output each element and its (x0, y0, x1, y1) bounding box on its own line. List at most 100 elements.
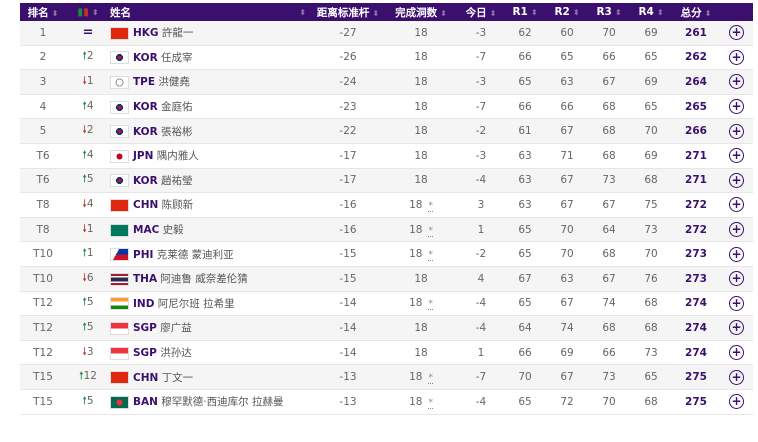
player-cell[interactable]: HKG 許龍一 (110, 21, 312, 46)
player-name[interactable]: 張裕彬 (161, 125, 193, 138)
move-value: 4 (86, 197, 94, 210)
expand-plus-icon[interactable]: + (729, 246, 744, 262)
expand-plus-icon[interactable]: + (729, 320, 744, 336)
expand-plus-icon[interactable]: + (729, 25, 744, 41)
header-expand (720, 3, 753, 21)
sort-r2[interactable]: R2 ⬍ (546, 3, 588, 21)
table-row[interactable]: T12 🠕5 SGP 廖广益 -14 18 -4 64 74 68 68 274… (20, 315, 753, 341)
expand-plus-icon[interactable]: + (729, 394, 744, 410)
table-row[interactable]: T12 🠗3 SGP 洪孙达 -14 18 1 66 69 66 73 274 … (20, 340, 753, 366)
player-name[interactable]: 許龍一 (161, 27, 194, 40)
table-row[interactable]: T6 🠕5 KOR 趙祐瑩 -17 18 -4 63 67 73 68 271 … (20, 168, 753, 194)
player-name[interactable]: 阿迪鲁 威奈差伦猜 (160, 273, 248, 286)
player-name[interactable]: 克莱德 蒙迪利亚 (156, 248, 234, 261)
r2: 67 (546, 118, 588, 144)
header-rank: 排名 (27, 6, 49, 19)
table-row[interactable]: 5 🠗2 KOR 張裕彬 -22 18 -2 61 67 68 70 266 + (20, 118, 753, 144)
player-cell[interactable]: PHI 克莱德 蒙迪利亚 (110, 241, 312, 267)
expand-plus-icon[interactable]: + (729, 271, 744, 287)
kor-flag-icon (110, 174, 129, 188)
player-name[interactable]: 洪健堯 (158, 76, 190, 89)
player-name[interactable]: 任成宰 (161, 51, 193, 64)
player-name[interactable]: 阿尼尔班 拉希里 (157, 297, 235, 310)
r1: 64 (504, 315, 546, 341)
expand-plus-icon[interactable]: + (729, 123, 744, 139)
sort-today[interactable]: 今日 ⬍ (458, 3, 504, 21)
r4: 68 (630, 389, 672, 415)
expand-plus-icon[interactable]: + (729, 345, 744, 361)
chn-flag-icon (110, 371, 129, 385)
player-name[interactable]: 穆罕默德·西迪库尔 拉赫曼 (161, 396, 284, 409)
header-r4: R4 (638, 6, 654, 18)
sort-r1[interactable]: R1 ⬍ (504, 3, 546, 21)
player-cell[interactable]: TPE 洪健堯 (110, 69, 312, 95)
sort-move[interactable]: ▮▮ ⬍ (66, 3, 110, 21)
rank: T12 (20, 291, 66, 317)
player-cell[interactable]: SGP 洪孙达 (110, 340, 312, 366)
country-code: SGP (133, 322, 157, 335)
to-par: -15 (312, 241, 384, 267)
expand-plus-icon[interactable]: + (729, 295, 744, 311)
table-row[interactable]: T15 🠕5 BAN 穆罕默德·西迪库尔 拉赫曼 -13 18 * -4 65 7… (20, 389, 753, 415)
table-row[interactable]: T8 🠗1 MAC 史毅 -16 18 * 1 65 70 64 73 272 + (20, 217, 753, 243)
expand-plus-icon[interactable]: + (729, 74, 744, 90)
expand-plus-icon[interactable]: + (729, 49, 744, 65)
player-cell[interactable]: CHN 陈顾新 (110, 192, 312, 218)
player-cell[interactable]: KOR 任成宰 (110, 45, 312, 71)
sort-r4[interactable]: R4 ⬍ (630, 3, 672, 21)
country-code: HKG (133, 27, 159, 40)
table-row[interactable]: 1 = HKG 許龍一 -27 18 -3 62 60 70 69 261 + (20, 21, 753, 46)
sort-rank[interactable]: 排名 ⬍ (20, 3, 66, 21)
sort-to-par[interactable]: 距离标准杆 ⬍ (312, 3, 384, 21)
player-name[interactable]: 史毅 (162, 224, 184, 237)
expand-plus-icon[interactable]: + (729, 148, 744, 164)
player-name[interactable]: 廖广益 (160, 322, 192, 335)
header-r2: R2 (554, 6, 570, 18)
player-name[interactable]: 洪孙达 (160, 347, 192, 360)
player-cell[interactable]: IND 阿尼尔班 拉希里 (110, 291, 312, 317)
table-row[interactable]: T12 🠕5 IND 阿尼尔班 拉希里 -14 18 * -4 65 67 74 … (20, 291, 753, 317)
table-row[interactable]: T15 🠕12 CHN 丁文一 -13 18 * -7 70 67 73 65 2… (20, 364, 753, 390)
player-name[interactable]: 隅内雅人 (156, 150, 199, 163)
table-row[interactable]: 2 🠕2 KOR 任成宰 -26 18 -7 66 65 66 65 262 + (20, 45, 753, 71)
player-cell[interactable]: KOR 趙祐瑩 (110, 168, 312, 194)
sort-icon: ⬍ (299, 7, 306, 17)
rank: 2 (20, 45, 66, 71)
expand-plus-icon[interactable]: + (729, 222, 744, 238)
player-name[interactable]: 丁文一 (161, 371, 194, 384)
sort-name[interactable]: 姓名 ⬍ (110, 3, 312, 21)
expand-plus-icon[interactable]: + (729, 197, 744, 213)
table-row[interactable]: T8 🠗4 CHN 陈顾新 -16 18 * 3 63 67 67 75 272 … (20, 192, 753, 218)
player-name[interactable]: 趙祐瑩 (161, 174, 193, 187)
table-row[interactable]: 3 🠗1 TPE 洪健堯 -24 18 -3 65 63 67 69 264 + (20, 69, 753, 95)
player-name[interactable]: 金庭佑 (161, 101, 193, 114)
player-cell[interactable]: KOR 金庭佑 (110, 94, 312, 120)
r1: 67 (504, 266, 546, 292)
r3: 68 (588, 118, 630, 144)
total: 262 (672, 45, 720, 71)
expand-plus-icon[interactable]: + (729, 172, 744, 188)
table-row[interactable]: T10 🠗6 THA 阿迪鲁 威奈差伦猜 -15 18 4 67 63 67 7… (20, 266, 753, 292)
up-arrow-icon: 🠕 (82, 50, 87, 63)
sort-thru[interactable]: 完成洞数 ⬍ (384, 3, 458, 21)
sort-r3[interactable]: R3 ⬍ (588, 3, 630, 21)
player-cell[interactable]: JPN 隅内雅人 (110, 143, 312, 169)
r2: 63 (546, 266, 588, 292)
table-row[interactable]: T10 🠕1 PHI 克莱德 蒙迪利亚 -15 18 * -2 65 70 68 … (20, 241, 753, 267)
expand-plus-icon[interactable]: + (729, 369, 744, 385)
player-cell[interactable]: BAN 穆罕默德·西迪库尔 拉赫曼 (110, 389, 312, 415)
player-cell[interactable]: THA 阿迪鲁 威奈差伦猜 (110, 266, 312, 292)
player-cell[interactable]: CHN 丁文一 (110, 364, 312, 390)
sort-total[interactable]: 总分 ⬍ (672, 3, 720, 21)
player-name[interactable]: 陈顾新 (161, 199, 194, 212)
player-cell[interactable]: MAC 史毅 (110, 217, 312, 243)
player-cell[interactable]: KOR 張裕彬 (110, 118, 312, 144)
thru: 18 (384, 21, 458, 46)
to-par: -22 (312, 118, 384, 144)
table-row[interactable]: T6 🠕4 JPN 隅内雅人 -17 18 -3 63 71 68 69 271… (20, 143, 753, 169)
table-row[interactable]: 4 🠕4 KOR 金庭佑 -23 18 -7 66 66 68 65 265 + (20, 94, 753, 120)
total: 264 (672, 69, 720, 95)
player-cell[interactable]: SGP 廖广益 (110, 315, 312, 341)
r1: 66 (504, 94, 546, 120)
expand-plus-icon[interactable]: + (729, 99, 744, 115)
